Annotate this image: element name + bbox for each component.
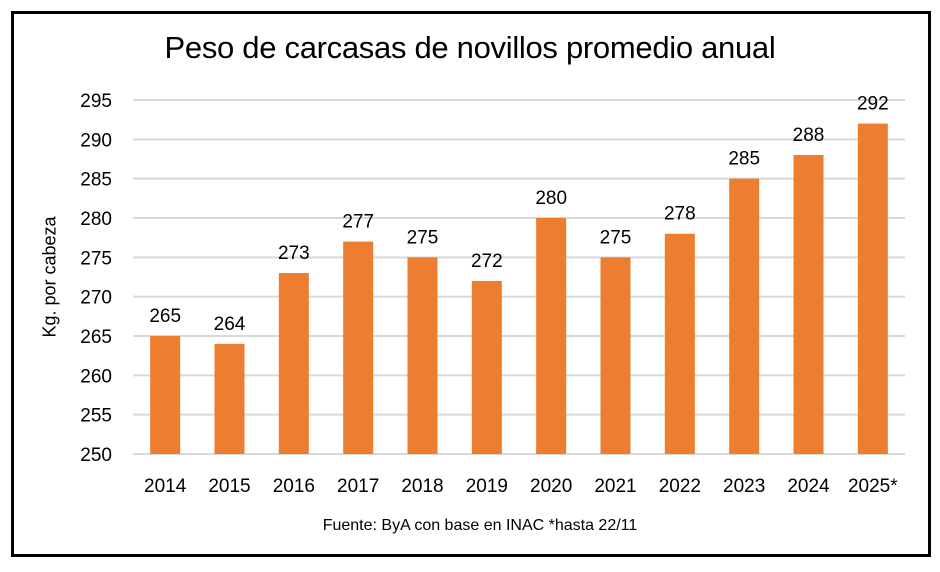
x-tick-label: 2017 bbox=[337, 476, 379, 497]
source-note: Fuente: ByA con base en INAC *hasta 22/1… bbox=[322, 517, 638, 534]
bar bbox=[471, 280, 502, 454]
x-tick-label: 2016 bbox=[273, 476, 315, 497]
chart-frame bbox=[11, 11, 931, 557]
y-tick-label: 280 bbox=[80, 209, 112, 230]
y-tick-label: 250 bbox=[80, 445, 112, 466]
y-tick-label: 290 bbox=[80, 130, 112, 151]
x-tick-label: 2021 bbox=[594, 476, 636, 497]
data-label: 275 bbox=[600, 227, 632, 248]
x-tick-label: 2020 bbox=[530, 476, 572, 497]
data-label: 277 bbox=[342, 212, 374, 233]
bars bbox=[150, 123, 888, 455]
x-tick-label: 2018 bbox=[401, 476, 443, 497]
data-label: 265 bbox=[149, 306, 181, 327]
bar bbox=[857, 123, 888, 454]
x-tick-label: 2019 bbox=[466, 476, 508, 497]
y-tick-label: 285 bbox=[80, 170, 112, 191]
bar bbox=[664, 233, 695, 454]
bar bbox=[214, 343, 245, 454]
bar bbox=[343, 241, 374, 454]
x-tick-label: 2022 bbox=[659, 476, 701, 497]
data-label: 272 bbox=[471, 251, 503, 272]
x-tick-label: 2025* bbox=[848, 476, 898, 497]
data-label: 278 bbox=[664, 204, 696, 225]
data-label: 280 bbox=[535, 188, 567, 209]
data-label: 292 bbox=[857, 94, 889, 115]
x-tick-label: 2015 bbox=[208, 476, 250, 497]
data-label: 273 bbox=[278, 243, 310, 264]
bar bbox=[793, 155, 824, 455]
y-tick-label: 295 bbox=[80, 91, 112, 112]
y-tick-label: 275 bbox=[80, 248, 112, 269]
data-label: 275 bbox=[407, 227, 439, 248]
bar bbox=[729, 178, 760, 454]
gridlines bbox=[133, 99, 905, 455]
y-tick-label: 265 bbox=[80, 327, 112, 348]
bar bbox=[150, 336, 181, 454]
y-tick-label: 260 bbox=[80, 366, 112, 387]
bar bbox=[536, 218, 567, 454]
bar bbox=[407, 257, 438, 454]
bar bbox=[600, 257, 631, 454]
y-tick-label: 255 bbox=[80, 406, 112, 427]
data-label: 285 bbox=[728, 149, 760, 170]
x-tick-label: 2023 bbox=[723, 476, 765, 497]
y-tick-label: 270 bbox=[80, 288, 112, 309]
data-label: 264 bbox=[214, 314, 246, 335]
data-label: 288 bbox=[793, 125, 825, 146]
data-labels: 265 264 273 277 275 272 280 275 278 285 288 292 bbox=[149, 94, 888, 335]
x-tick-label: 2014 bbox=[144, 476, 187, 497]
x-axis-ticks: 2014 2015 2016 2017 2018 2019 2020 2021 2022 2023… bbox=[144, 476, 898, 497]
chart-title: Peso de carcasas de novillos promedio an… bbox=[164, 30, 776, 65]
bar bbox=[278, 273, 309, 454]
y-axis-ticks: 250 255 260 265 270 275 280 285 290 295 bbox=[80, 91, 112, 466]
x-tick-label: 2024 bbox=[787, 476, 830, 497]
